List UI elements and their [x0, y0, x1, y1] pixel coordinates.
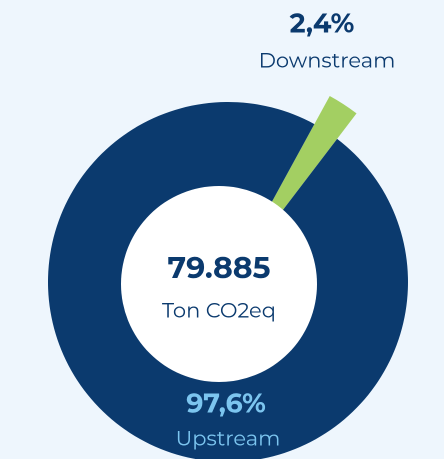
donut-hole [121, 186, 317, 382]
category-label: Downstream [259, 49, 396, 74]
value-label: 2,4% [290, 6, 355, 39]
center-label: Ton CO2eq [162, 299, 276, 324]
category-label: Upstream [176, 427, 281, 452]
center-value: 79.885 [168, 249, 271, 286]
value-label: 97,6% [186, 386, 266, 419]
